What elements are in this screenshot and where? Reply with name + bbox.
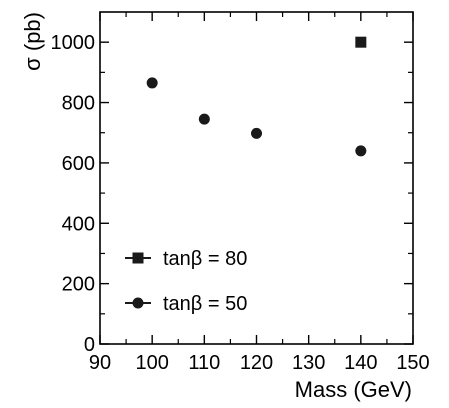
data-points bbox=[146, 36, 367, 157]
legend-label: tanβ = 80 bbox=[163, 248, 247, 270]
plot-frame bbox=[99, 11, 414, 345]
y-tick-label: 600 bbox=[62, 153, 95, 175]
x-tick-label: 140 bbox=[344, 352, 377, 374]
x-tick-label: 130 bbox=[292, 352, 325, 374]
square-data-point bbox=[355, 36, 367, 48]
circle-data-point bbox=[355, 145, 367, 157]
legend-circle-marker bbox=[132, 297, 144, 309]
x-tick-label: 90 bbox=[89, 352, 111, 374]
y-axis-title: σ (pb) bbox=[20, 12, 45, 71]
axis-ticks bbox=[99, 12, 414, 345]
circle-data-point bbox=[251, 127, 262, 139]
x-tick-label: 100 bbox=[135, 352, 168, 374]
y-tick-label: 800 bbox=[62, 93, 95, 115]
y-tick-label: 400 bbox=[62, 213, 95, 235]
y-tick-label: 1000 bbox=[51, 32, 96, 54]
legend: tanβ = 80 tanβ = 50 bbox=[125, 248, 247, 315]
x-tick-label: 110 bbox=[188, 352, 220, 374]
circle-data-point bbox=[146, 77, 158, 89]
y-tick-label: 0 bbox=[84, 334, 95, 356]
x-tick-label: 120 bbox=[240, 352, 273, 374]
circle-data-point bbox=[198, 113, 210, 125]
x-tick-label: 150 bbox=[396, 352, 429, 374]
legend-square-marker bbox=[132, 252, 144, 264]
legend-label: tanβ = 50 bbox=[163, 293, 247, 315]
x-axis-title: Mass (GeV) bbox=[295, 377, 412, 402]
axis-tick-labels: 90 100 110 120 130 140 150 0 200 400 600 800 1000 bbox=[51, 32, 430, 374]
y-tick-label: 200 bbox=[62, 274, 95, 296]
